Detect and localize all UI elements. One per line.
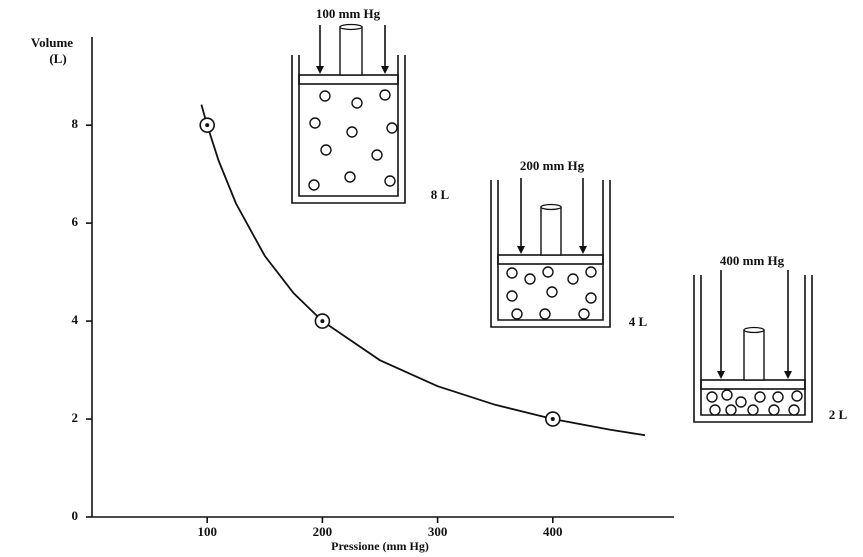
label-bg bbox=[508, 159, 596, 175]
volume-label: 2 L bbox=[829, 407, 848, 422]
cylinder: 400 mm Hg 2 L bbox=[693, 253, 848, 423]
cylinder: 200 mm Hg 4 L bbox=[490, 158, 648, 329]
arrow-head bbox=[579, 246, 587, 254]
gas-particle bbox=[721, 389, 733, 401]
x-tick-label: 200 bbox=[313, 524, 333, 539]
arrow-head bbox=[784, 371, 792, 379]
piston bbox=[298, 74, 399, 85]
gas-particle bbox=[539, 308, 551, 320]
gas-particle bbox=[506, 290, 518, 302]
data-point bbox=[199, 117, 215, 133]
cylinder-inner bbox=[298, 55, 399, 197]
arrow-head bbox=[316, 66, 324, 74]
x-axis-label: Pressione (mm Hg) bbox=[331, 539, 429, 553]
curve bbox=[200, 104, 646, 437]
gas-particle bbox=[308, 179, 320, 191]
y-axis-label: Volume bbox=[31, 35, 73, 50]
gas-particle bbox=[309, 117, 321, 129]
cylinder-outer bbox=[291, 55, 406, 204]
cylinder-inner bbox=[497, 180, 604, 321]
pressure-label: 400 mm Hg bbox=[720, 253, 785, 268]
label-bg bbox=[304, 7, 392, 23]
gas-particle bbox=[351, 97, 363, 109]
gas-particle bbox=[791, 390, 803, 402]
cylinder-outer bbox=[693, 275, 813, 423]
gas-particle bbox=[735, 396, 747, 408]
gas-particle bbox=[542, 266, 554, 278]
y-tick-label: 8 bbox=[72, 116, 79, 131]
gas-particle bbox=[524, 273, 536, 285]
piston bbox=[700, 379, 806, 390]
gas-particle bbox=[788, 404, 800, 416]
volume-label: 8 L bbox=[431, 187, 450, 202]
volume-label: 4 L bbox=[629, 314, 648, 329]
arrow-head bbox=[381, 66, 389, 74]
cylinder: 100 mm Hg 8 L bbox=[291, 6, 450, 204]
rod-top bbox=[743, 326, 765, 334]
x-tick-label: 300 bbox=[428, 524, 448, 539]
rod-top bbox=[540, 203, 562, 211]
gas-particle bbox=[585, 292, 597, 304]
piston-rod bbox=[743, 329, 765, 381]
gas-particle bbox=[747, 404, 759, 416]
gas-particle bbox=[585, 266, 597, 278]
rod-top bbox=[339, 23, 363, 31]
data-point bbox=[544, 411, 561, 427]
gas-particle bbox=[379, 89, 391, 101]
point-dot bbox=[320, 319, 325, 324]
arrow-head bbox=[517, 246, 525, 254]
piston-rod bbox=[339, 26, 363, 76]
gas-particle bbox=[511, 308, 523, 320]
gas-particle bbox=[319, 90, 331, 102]
gas-particle bbox=[709, 404, 721, 416]
point-dot bbox=[550, 417, 555, 422]
y-tick-label: 4 bbox=[72, 312, 79, 327]
x-tick-label: 400 bbox=[543, 524, 563, 539]
cylinder-outer bbox=[490, 180, 611, 328]
piston bbox=[497, 254, 604, 265]
y-tick-label: 0 bbox=[72, 508, 79, 523]
gas-particle bbox=[386, 122, 398, 134]
gas-particle bbox=[706, 391, 718, 403]
gas-particle bbox=[725, 404, 737, 416]
data-point bbox=[314, 313, 331, 329]
pressure-label: 200 mm Hg bbox=[520, 158, 585, 173]
gas-particle bbox=[772, 391, 784, 403]
y-tick-label: 6 bbox=[72, 214, 79, 229]
point-dot bbox=[205, 123, 210, 128]
gas-particle bbox=[768, 404, 780, 416]
x-tick-label: 100 bbox=[197, 524, 217, 539]
gas-particle bbox=[506, 267, 518, 279]
gas-particle bbox=[346, 126, 358, 138]
gas-particle bbox=[344, 171, 356, 183]
gas-particle bbox=[384, 175, 396, 187]
piston-rod bbox=[540, 206, 562, 256]
y-axis-unit: (L) bbox=[49, 51, 66, 66]
gas-particle bbox=[754, 391, 766, 403]
gas-particle bbox=[567, 273, 579, 285]
gas-particle bbox=[371, 149, 383, 161]
gas-particle bbox=[320, 144, 332, 156]
gas-particle bbox=[546, 286, 558, 298]
y-tick-label: 2 bbox=[72, 410, 79, 425]
label-bg bbox=[708, 254, 796, 270]
arrow-head bbox=[717, 371, 725, 379]
gas-particle bbox=[578, 308, 590, 320]
pressure-label: 100 mm Hg bbox=[316, 6, 381, 21]
